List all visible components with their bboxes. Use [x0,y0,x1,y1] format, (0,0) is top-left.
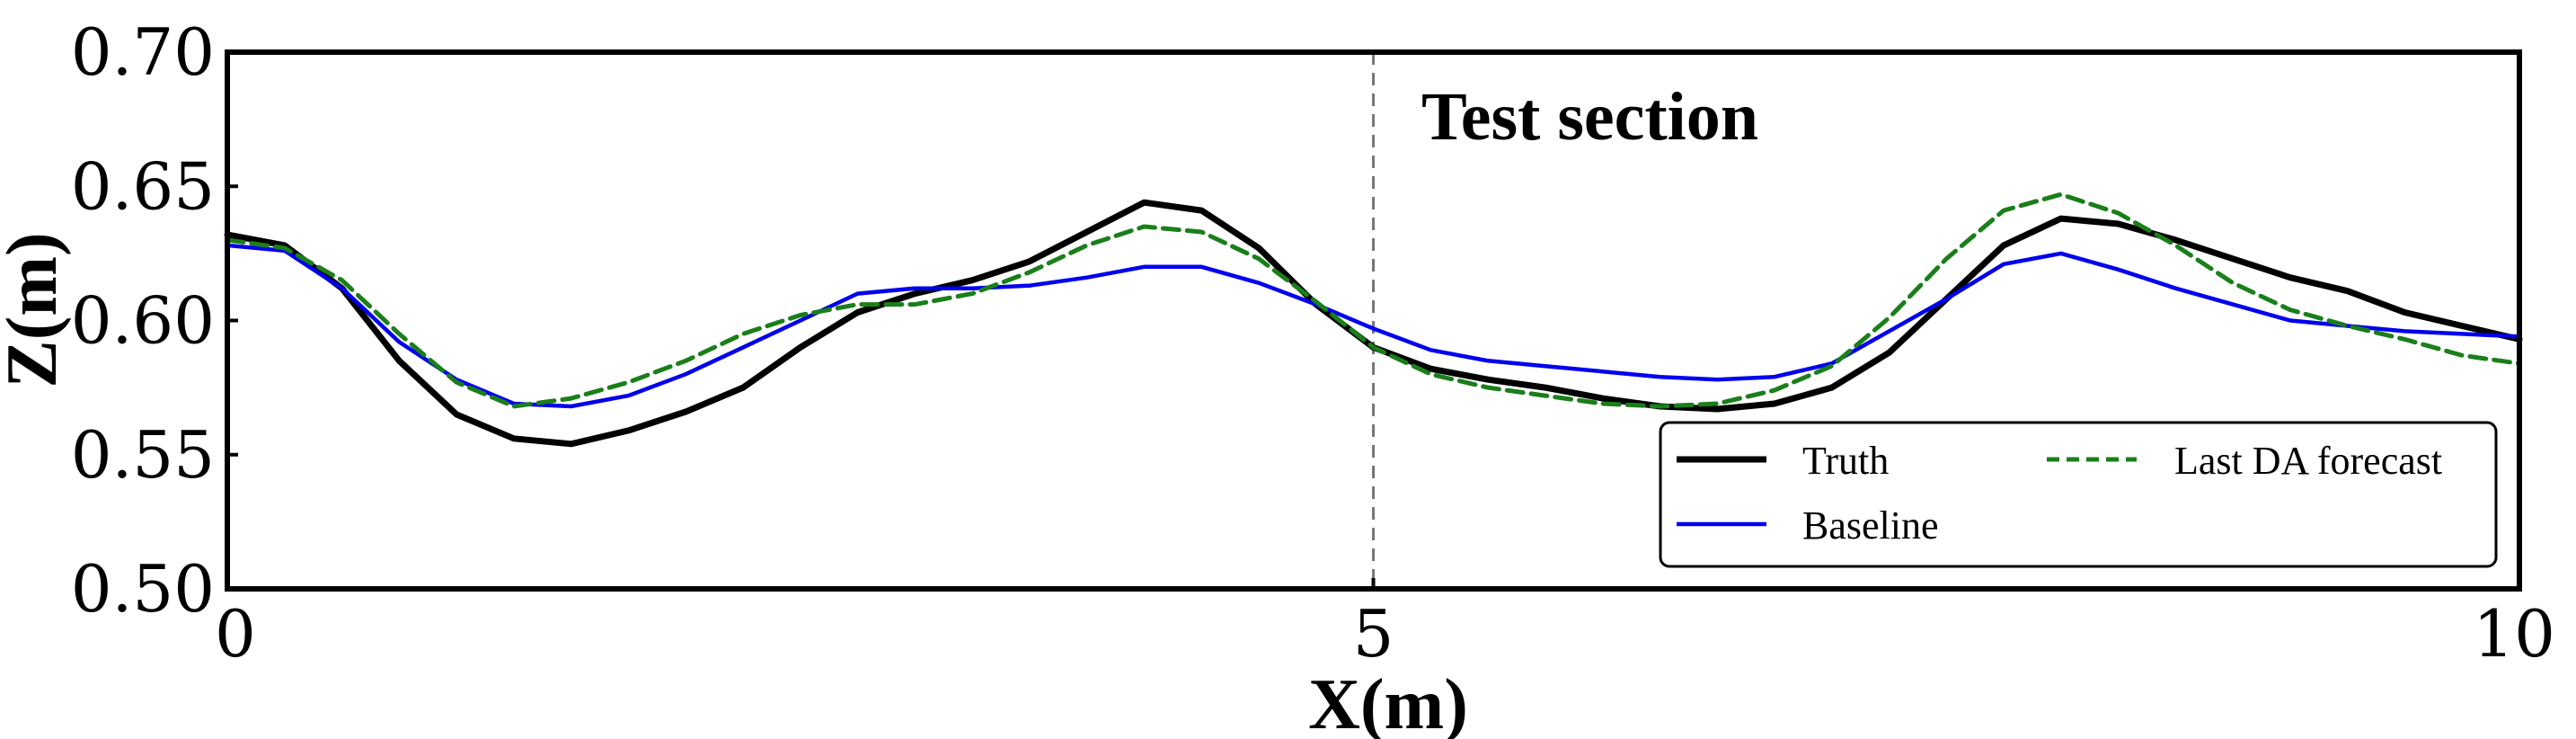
x-axis-label: X(m) [1308,665,1468,739]
x-axis: 0 5 10 [215,578,2555,672]
y-tick-label: 0.70 [71,14,215,90]
y-tick-label: 0.50 [71,551,215,627]
test-section-label: Test section [1421,79,1758,155]
series-line-baseline [225,243,2522,409]
y-axis-label: Z(m) [0,232,72,387]
legend-label-baseline: Baseline [1802,503,1939,548]
y-tick-label: 0.60 [71,283,215,359]
legend: Truth Baseline Last DA forecast [1659,421,2498,568]
series-lines [224,191,2523,448]
y-tick-label: 0.65 [71,148,215,224]
x-tick-label: 10 [2473,596,2555,672]
y-axis: 0.50 0.55 0.60 0.65 0.70 [71,14,238,627]
legend-box [1659,421,2498,568]
legend-label-last-da-forecast: Last DA forecast [2174,439,2442,483]
series-line-last-da-forecast [225,191,2522,409]
legend-label-truth: Truth [1802,439,1889,483]
x-tick-label: 5 [1353,596,1394,672]
y-tick-label: 0.55 [71,417,215,493]
x-tick-label: 0 [215,596,256,672]
